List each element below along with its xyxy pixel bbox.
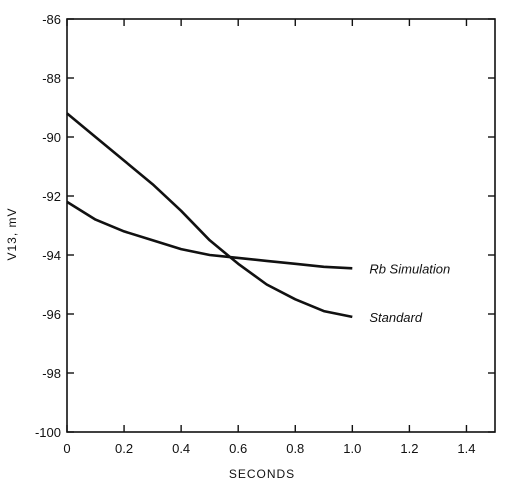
y-tick-label: -96 (42, 307, 61, 322)
x-tick-label: 1.4 (457, 441, 475, 456)
y-axis-title: V13, mV (5, 207, 19, 260)
x-tick-label: 0.6 (229, 441, 247, 456)
x-tick-label: 0.2 (115, 441, 133, 456)
x-tick-label: 1.0 (343, 441, 361, 456)
x-tick-label: 1.2 (400, 441, 418, 456)
x-tick-label: 0.8 (286, 441, 304, 456)
x-axis-title: SECONDS (229, 467, 295, 481)
plot-frame (66, 18, 496, 433)
series-line-rb-simulation (66, 200, 353, 270)
x-tick-label: 0.4 (172, 441, 190, 456)
y-tick-label: -90 (42, 130, 61, 145)
series-label-rb-simulation: Rb Simulation (369, 261, 450, 276)
y-tick-label: -86 (42, 12, 61, 27)
series-line-standard (66, 112, 353, 319)
x-tick-label: 0 (63, 441, 70, 456)
y-tick-label: -92 (42, 189, 61, 204)
series-label-standard: Standard (369, 310, 423, 325)
y-tick-label: -100 (35, 425, 61, 440)
y-tick-label: -98 (42, 366, 61, 381)
y-tick-label: -94 (42, 248, 61, 263)
y-tick-label: -88 (42, 71, 61, 86)
